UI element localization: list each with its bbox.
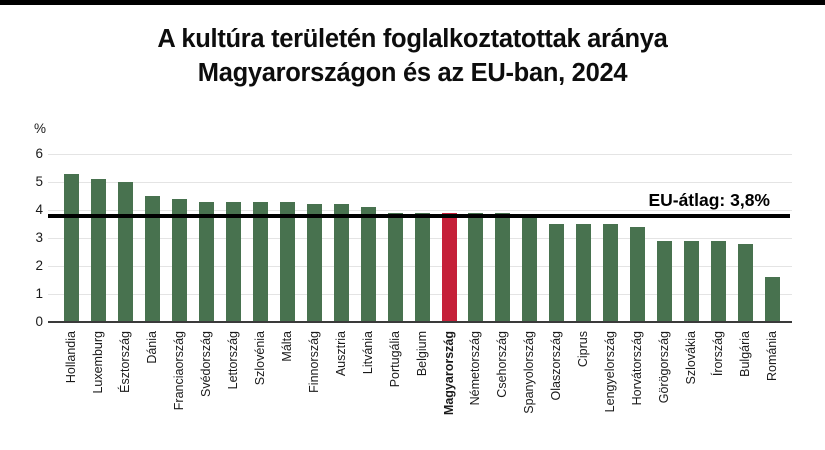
y-tick-label: 3 <box>35 230 43 245</box>
bar <box>603 224 619 322</box>
chart-title-line-1: A kultúra területén foglalkoztatottak ar… <box>157 25 668 53</box>
bar-highlighted <box>441 212 457 322</box>
bar <box>387 212 403 322</box>
bar <box>522 218 538 322</box>
bar <box>549 224 565 322</box>
bar <box>172 198 187 322</box>
bar <box>737 243 753 322</box>
bar <box>657 240 673 322</box>
bar <box>279 201 295 322</box>
chart-title: A kultúra területén foglalkoztatottak ar… <box>0 22 825 90</box>
y-tick-label: 0 <box>35 314 43 329</box>
gridline <box>48 210 792 211</box>
x-axis-label: Csehország <box>495 331 510 398</box>
x-axis-label: Románia <box>764 331 779 382</box>
x-axis-label: Görögország <box>657 331 672 404</box>
bar <box>576 224 592 322</box>
bar <box>64 173 80 322</box>
x-axis-label: Spanyolország <box>522 331 537 414</box>
bar <box>306 204 322 322</box>
bar <box>684 240 700 322</box>
bar <box>145 196 161 322</box>
x-axis-label: Ciprus <box>576 331 591 368</box>
bar <box>118 182 134 322</box>
x-axis-label: Olaszország <box>549 331 564 401</box>
bar <box>91 179 107 322</box>
x-axis-label: Luxemburg <box>91 331 106 394</box>
x-axis-label: Málta <box>279 331 294 362</box>
bar <box>414 212 430 322</box>
bar <box>360 207 376 322</box>
y-tick-label: 6 <box>35 146 43 161</box>
gridline <box>48 182 792 183</box>
x-axis-label: Belgium <box>414 331 429 377</box>
top-border-strip <box>0 0 825 5</box>
x-axis-label: Ausztria <box>333 331 348 377</box>
chart-title-line-2: Magyarországon és az EU-ban, 2024 <box>197 59 628 87</box>
bar <box>252 201 268 322</box>
x-axis-line <box>48 321 792 323</box>
gridline <box>48 154 792 155</box>
x-axis-label: Írország <box>711 331 725 377</box>
y-tick-label: 5 <box>35 174 43 189</box>
x-axis-label: Finnország <box>306 331 321 393</box>
eu-average-label: EU-átlag: 3,8% <box>648 190 770 210</box>
bar <box>468 212 484 322</box>
x-axis-label: Litvánia <box>360 331 375 375</box>
y-tick-label: 4 <box>35 202 43 217</box>
x-axis-label: Portugália <box>387 331 402 388</box>
x-axis-label: Magyarország <box>441 331 456 416</box>
y-axis-unit-label: % <box>34 121 47 136</box>
bar <box>225 201 241 322</box>
x-axis-label: Bulgária <box>737 331 752 377</box>
bar <box>495 212 511 322</box>
x-axis-label: Horvátország <box>630 331 645 406</box>
bar <box>333 204 349 322</box>
y-tick-label: 2 <box>35 258 43 273</box>
y-tick-label: 1 <box>35 286 43 301</box>
x-axis-label: Dánia <box>145 331 160 364</box>
bar <box>711 240 726 322</box>
x-axis-label: Szlovénia <box>252 331 267 386</box>
bar <box>764 277 780 322</box>
x-axis-label: Svédország <box>198 331 213 398</box>
x-axis-label: Németország <box>468 331 483 406</box>
x-axis-label: Szlovákia <box>684 331 699 385</box>
eu-average-line <box>48 213 790 218</box>
x-axis-label: Lettország <box>225 331 240 390</box>
x-axis-label: Észtország <box>118 331 133 393</box>
x-axis-label: Franciaország <box>172 331 186 411</box>
x-axis-label: Lengyelország <box>603 331 618 413</box>
x-axis-label: Hollandia <box>64 331 79 384</box>
bar <box>198 201 214 322</box>
bar <box>630 226 646 322</box>
